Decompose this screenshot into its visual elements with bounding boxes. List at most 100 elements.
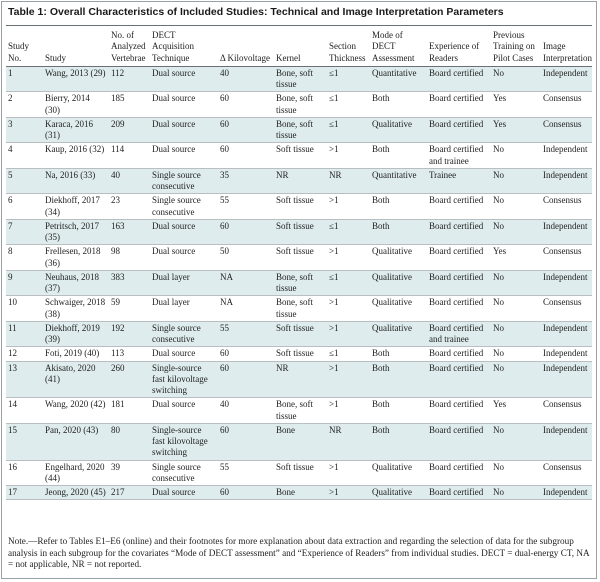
- cell-training: No: [491, 142, 541, 169]
- cell-experience: Board certified: [427, 66, 491, 93]
- header-row: Study No. Study No. of Analyzed Vertebra…: [6, 27, 592, 67]
- cell-section-thickness: >1: [327, 485, 370, 501]
- cell-kilovoltage: 55: [218, 460, 274, 486]
- cell-training: No: [491, 423, 541, 461]
- cell-mode: Qualitative: [370, 460, 427, 486]
- cell-kernel: Soft tissue: [274, 193, 327, 220]
- cell-kernel: Soft tissue: [274, 346, 327, 362]
- cell-study-no: 7: [6, 219, 43, 246]
- cell-interpretation: Independent: [541, 361, 592, 399]
- cell-mode: Qualitative: [370, 485, 427, 501]
- header-study-no: Study No.: [6, 27, 43, 67]
- cell-training: Yes: [491, 244, 541, 271]
- cell-training: Yes: [491, 397, 541, 424]
- cell-interpretation: Consensus: [541, 397, 592, 424]
- cell-kernel: Soft tissue: [274, 244, 327, 271]
- title-divider: [6, 25, 592, 26]
- cell-interpretation: Consensus: [541, 91, 592, 118]
- cell-experience: Board certified: [427, 295, 491, 322]
- cell-section-thickness: ≤1: [327, 117, 370, 144]
- cell-mode: Qualitative: [370, 117, 427, 144]
- cell-study-no: 2: [6, 91, 43, 118]
- table-row: 4 Kaup, 2016 (32) 114 Dual source 60 Soft tis…: [6, 142, 592, 169]
- table-row: 5 Na, 2016 (33) 40 Single source consecutiv…: [6, 168, 592, 195]
- cell-acquisition: Dual source: [150, 66, 218, 93]
- cell-study-no: 12: [6, 346, 43, 362]
- cell-acquisition: Single source consecutive: [150, 168, 218, 195]
- cell-acquisition: Single-source fast kilovoltage switching: [150, 361, 218, 399]
- cell-experience: Board certified: [427, 397, 491, 424]
- cell-experience: Board certified: [427, 193, 491, 220]
- cell-kilovoltage: 60: [218, 117, 274, 144]
- cell-vertebrae: 114: [109, 142, 150, 169]
- cell-kilovoltage: 60: [218, 346, 274, 362]
- cell-interpretation: Consensus: [541, 193, 592, 220]
- cell-acquisition: Dual source: [150, 117, 218, 144]
- cell-mode: Quantitative: [370, 66, 427, 93]
- cell-study: Frellesen, 2018 (36): [43, 244, 109, 271]
- cell-study-no: 11: [6, 321, 43, 348]
- cell-kernel: Soft tissue: [274, 142, 327, 169]
- cell-kernel: Bone, soft tissue: [274, 295, 327, 322]
- cell-acquisition: Single source consecutive: [150, 460, 218, 486]
- cell-training: Yes: [491, 91, 541, 118]
- cell-study: Wang, 2013 (29): [43, 66, 109, 93]
- cell-experience: Board certified: [427, 117, 491, 144]
- characteristics-table: Study No. Study No. of Analyzed Vertebra…: [6, 27, 592, 501]
- cell-study-no: 15: [6, 423, 43, 461]
- cell-mode: Both: [370, 423, 427, 461]
- cell-acquisition: Dual source: [150, 485, 218, 501]
- cell-study: Foti, 2019 (40): [43, 346, 109, 362]
- cell-acquisition: Dual source: [150, 346, 218, 362]
- table-row: 12 Foti, 2019 (40) 113 Dual source 60 Soft ti…: [6, 346, 592, 362]
- header-section-thickness: Section Thickness: [327, 27, 370, 67]
- cell-kilovoltage: 60: [218, 142, 274, 169]
- table-title: Table 1: Overall Characteristics of Incl…: [8, 6, 504, 18]
- cell-kilovoltage: 60: [218, 361, 274, 399]
- cell-study: Engelhard, 2020 (44): [43, 460, 109, 486]
- cell-kilovoltage: 40: [218, 66, 274, 93]
- cell-mode: Qualitative: [370, 321, 427, 348]
- cell-vertebrae: 23: [109, 193, 150, 220]
- cell-mode: Both: [370, 219, 427, 246]
- cell-section-thickness: ≤1: [327, 346, 370, 362]
- cell-interpretation: Independent: [541, 321, 592, 348]
- cell-study: Pan, 2020 (43): [43, 423, 109, 461]
- header-training: Previous Training on Pilot Cases: [491, 27, 541, 67]
- header-mode: Mode of DECT Assessment: [370, 27, 427, 67]
- cell-interpretation: Independent: [541, 66, 592, 93]
- cell-kilovoltage: 60: [218, 219, 274, 246]
- table-row: 2 Bierry, 2014 (30) 185 Dual source 60 Bone, …: [6, 91, 592, 118]
- cell-interpretation: Consensus: [541, 460, 592, 486]
- table-row: 10 Schwaiger, 2018 (38) 59 Dual layer NA Bone…: [6, 295, 592, 322]
- cell-experience: Board certified: [427, 460, 491, 486]
- header-experience: Experience of Readers: [427, 27, 491, 67]
- cell-acquisition: Dual layer: [150, 270, 218, 297]
- cell-interpretation: Independent: [541, 142, 592, 169]
- cell-vertebrae: 185: [109, 91, 150, 118]
- cell-study: Bierry, 2014 (30): [43, 91, 109, 118]
- cell-experience: Trainee: [427, 168, 491, 195]
- table-note: Note.—Refer to Tables E1–E6 (online) and…: [8, 536, 590, 569]
- header-interpretation: Image Interpretation: [541, 27, 592, 67]
- cell-vertebrae: 80: [109, 423, 150, 461]
- cell-section-thickness: ≤1: [327, 91, 370, 118]
- cell-section-thickness: ≤1: [327, 270, 370, 297]
- cell-interpretation: Consensus: [541, 244, 592, 271]
- cell-experience: Board certified and trainee: [427, 142, 491, 169]
- cell-acquisition: Dual source: [150, 142, 218, 169]
- cell-training: No: [491, 295, 541, 322]
- cell-vertebrae: 40: [109, 168, 150, 195]
- cell-mode: Both: [370, 361, 427, 399]
- cell-experience: Board certified: [427, 423, 491, 461]
- cell-vertebrae: 98: [109, 244, 150, 271]
- cell-experience: Board certified: [427, 346, 491, 362]
- cell-acquisition: Single-source fast kilovoltage switching: [150, 423, 218, 461]
- cell-study-no: 13: [6, 361, 43, 399]
- table-row: 6 Diekhoff, 2017 (34) 23 Single source cons…: [6, 193, 592, 220]
- cell-study: Kaup, 2016 (32): [43, 142, 109, 169]
- cell-kilovoltage: 55: [218, 193, 274, 220]
- cell-training: No: [491, 346, 541, 362]
- cell-training: No: [491, 168, 541, 195]
- cell-kilovoltage: 50: [218, 244, 274, 271]
